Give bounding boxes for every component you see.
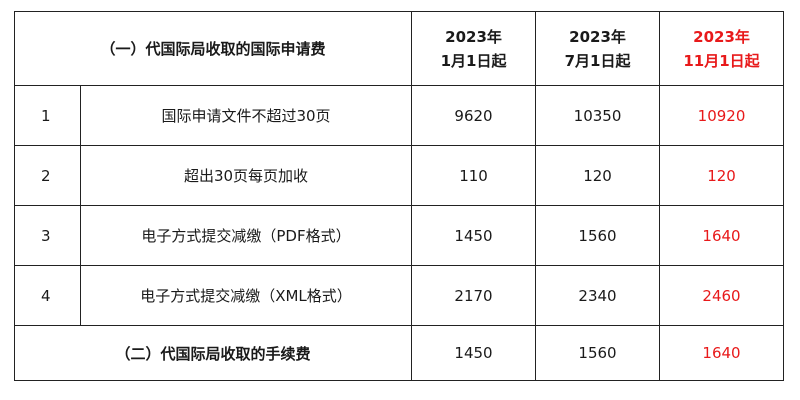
- section-title-international-fee: （一）代国际局收取的国际申请费: [13, 11, 413, 86]
- fee-value-nov: 1640: [659, 205, 785, 266]
- fee-value-jul: 1560: [535, 205, 661, 266]
- row-item-label: 电子方式提交减缴（XML格式）: [79, 265, 413, 326]
- column-header-year: 2023年: [445, 27, 502, 46]
- column-header-year: 2023年: [569, 27, 626, 46]
- fee-value-nov: 120: [659, 145, 785, 206]
- column-header-date: 11月1日起: [683, 51, 760, 70]
- row-item-label: 电子方式提交减缴（PDF格式）: [79, 205, 413, 266]
- table-row: 2 超出30页每页加收 110 120 120: [14, 145, 785, 206]
- fee-value-jan: 1450: [411, 325, 537, 381]
- fee-value-jan: 1450: [411, 205, 537, 266]
- column-header-date: 1月1日起: [440, 51, 507, 70]
- fee-table: （一）代国际局收取的国际申请费 2023年 1月1日起 2023年 7月1日起 …: [13, 11, 785, 381]
- column-header-jan: 2023年 1月1日起: [411, 11, 537, 86]
- table-row: 1 国际申请文件不超过30页 9620 10350 10920: [14, 85, 785, 146]
- row-index: 3: [14, 205, 81, 266]
- row-index: 1: [14, 85, 81, 146]
- fee-value-jul: 2340: [535, 265, 661, 326]
- column-header-nov: 2023年 11月1日起: [659, 11, 785, 86]
- column-header-year: 2023年: [693, 27, 750, 46]
- column-header-jul: 2023年 7月1日起: [535, 11, 661, 86]
- row-item-label: 超出30页每页加收: [79, 145, 413, 206]
- row-index: 4: [14, 265, 81, 326]
- fee-value-jul: 10350: [535, 85, 661, 146]
- fee-value-nov: 1640: [659, 325, 785, 381]
- table-row: 4 电子方式提交减缴（XML格式） 2170 2340 2460: [14, 265, 785, 326]
- fee-value-jul: 120: [535, 145, 661, 206]
- fee-value-nov: 2460: [659, 265, 785, 326]
- row-item-label: 国际申请文件不超过30页: [79, 85, 413, 146]
- table-row: 3 电子方式提交减缴（PDF格式） 1450 1560 1640: [14, 205, 785, 266]
- section-title-handling-fee: （二）代国际局收取的手续费: [13, 325, 413, 381]
- fee-value-jan: 2170: [411, 265, 537, 326]
- footer-row: （二）代国际局收取的手续费 1450 1560 1640: [13, 325, 785, 381]
- fee-value-nov: 10920: [659, 85, 785, 146]
- fee-value-jan: 9620: [411, 85, 537, 146]
- column-header-date: 7月1日起: [564, 51, 631, 70]
- header-row: （一）代国际局收取的国际申请费 2023年 1月1日起 2023年 7月1日起 …: [13, 11, 785, 86]
- fee-value-jan: 110: [411, 145, 537, 206]
- row-index: 2: [14, 145, 81, 206]
- fee-value-jul: 1560: [535, 325, 661, 381]
